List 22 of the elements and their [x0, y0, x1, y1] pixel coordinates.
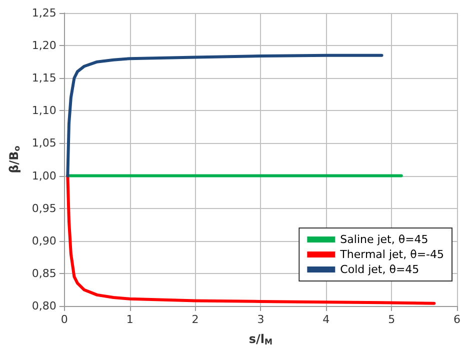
y-tick-label: 1,00 — [32, 169, 56, 182]
x-tick-label: 4 — [322, 313, 330, 326]
x-tick-label: 1 — [126, 313, 134, 326]
y-tick-label: 0,80 — [32, 300, 56, 312]
y-tick-label: 0,90 — [32, 234, 56, 248]
legend-label: Thermal jet, θ=-45 — [339, 248, 444, 261]
legend-label: Saline jet, θ=45 — [340, 233, 428, 246]
x-tick-label: 0 — [60, 313, 68, 326]
y-tick-label: 1,20 — [32, 39, 56, 52]
x-tick-label: 6 — [454, 313, 460, 326]
y-tick-label: 1,25 — [32, 6, 56, 20]
legend-label: Cold jet, θ=45 — [340, 263, 420, 276]
x-tick-label: 2 — [192, 313, 199, 326]
y-tick-label: 0,95 — [32, 202, 56, 215]
y-axis-title: β/Bo — [7, 145, 22, 174]
y-tick-label: 1,15 — [32, 72, 56, 85]
y-tick-label: 0,85 — [32, 266, 56, 280]
x-tick-label: 5 — [388, 313, 396, 326]
y-tick-label: 1,05 — [32, 136, 56, 150]
line-series — [66, 54, 384, 178]
y-tick-label: 1,10 — [32, 104, 56, 118]
x-tick-label: 3 — [257, 313, 264, 326]
